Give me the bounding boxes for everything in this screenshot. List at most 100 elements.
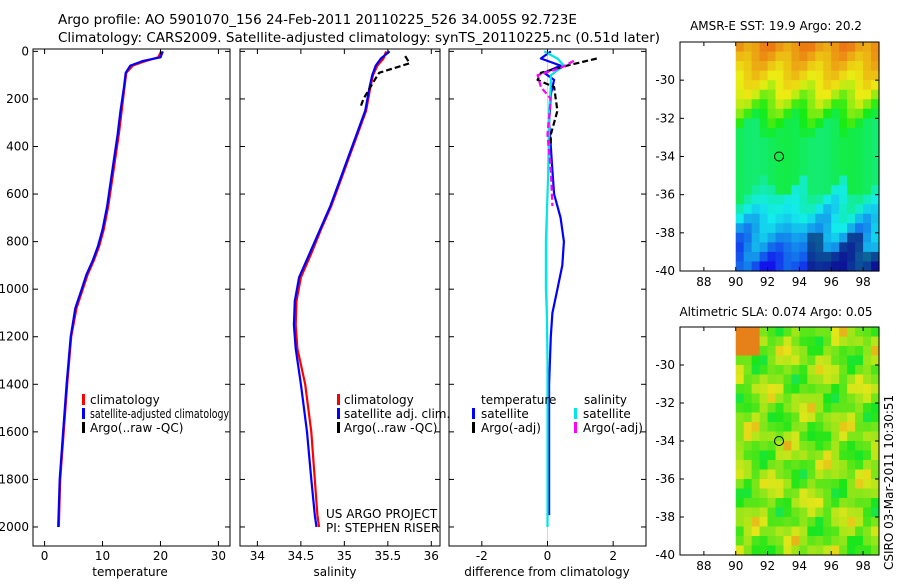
map-cell [743,251,753,263]
map-cell [759,232,769,243]
map-cell [759,156,769,167]
header-line1: Argo profile: AO 5901070_156 24-Feb-2011… [58,12,577,28]
map-cell [751,242,761,253]
map-cell [863,479,872,490]
map-y-tick-label: -30 [655,73,675,87]
map-cell [783,374,793,385]
map-cell [847,261,856,272]
map-cell [799,469,808,480]
map-cell [783,517,793,528]
map-cell [783,336,793,347]
map-cell [815,517,824,528]
depth-tick-label: 1200 [0,330,29,344]
map-cell [863,146,872,158]
series-line-satellite [292,50,391,528]
map-cell [863,80,872,91]
map-cell [775,403,785,414]
map-cell [767,70,777,81]
map-cell [855,213,864,224]
map-cell [815,488,824,499]
map-cell [743,384,753,395]
timestamp-stamp: CSIRO 03-Mar-2011 10:30:51 [882,395,896,570]
map-cell [743,517,753,528]
map-cell [839,488,848,499]
map-cell [863,346,872,357]
map-cell [799,204,808,215]
map-cell [783,488,793,499]
map-cell [815,469,824,480]
map-cell [735,507,745,518]
map-cell [799,137,808,148]
map-cell [759,431,769,442]
map-cell [839,99,848,110]
map-cell [831,336,840,347]
map-cell [847,517,856,528]
map-cell [799,99,808,110]
map-cell [839,346,848,357]
map-cell [751,517,761,528]
map-cell [735,137,745,148]
map-cell [855,185,864,196]
map-cell [767,251,777,263]
map-cell [831,355,840,366]
map-y-tick-label: -34 [655,150,675,164]
map-cell [855,479,864,490]
map-cell [735,185,745,196]
map-cell [743,374,753,385]
map-cell [775,422,785,433]
map-cell [751,251,761,263]
map-cell [759,175,769,186]
legend-sal-title: salinity [584,393,627,407]
map-cell [815,374,824,385]
map-cell [855,99,864,110]
header-line2: Climatology: CARS2009. Satellite-adjuste… [58,30,660,46]
map-cell [831,441,840,452]
series-line-argo [358,55,411,109]
map-cell [823,498,832,509]
map-cell [871,327,880,338]
map-cell [775,51,785,62]
map-cell [735,42,745,53]
map-cell [831,99,840,110]
map-cell [831,251,840,263]
map-cell [751,89,761,100]
map-cell [799,61,808,72]
legend-swatch-blue [82,408,85,419]
map-cell [783,156,793,167]
map-cell [775,346,785,357]
map-cell [807,118,816,129]
map-cell [743,127,753,139]
map-cell [751,469,761,480]
map-cell [767,108,777,119]
map-cell [759,251,769,263]
map-cell [743,479,753,490]
map-cell [767,261,777,272]
map-cell [839,232,848,243]
legend-label: climatology [344,393,414,407]
salinity-panel: salinity climatology satellite adj. clim… [239,48,450,579]
map-cell [791,365,800,376]
map-cell [831,232,840,243]
map-cell [863,355,872,366]
legend-swatch-black [472,422,475,433]
map-cell [855,450,864,461]
map-cell [799,346,808,357]
map-cell [791,526,800,537]
map-cell [767,498,777,509]
map-cell [735,251,745,263]
map-cell [831,460,840,471]
map-cell [839,42,848,53]
map-cell [831,242,840,253]
map-cell [847,51,856,62]
map-cell [775,194,785,205]
map-cell [815,536,824,547]
map-cell [831,526,840,537]
map-cell [751,441,761,452]
map-cell [839,412,848,423]
map-cell [839,185,848,196]
map-cell [815,545,824,556]
map-cell [807,479,816,490]
map-y-tick-label: -32 [655,111,675,125]
map-cell [839,336,848,347]
map-cell [815,108,824,119]
